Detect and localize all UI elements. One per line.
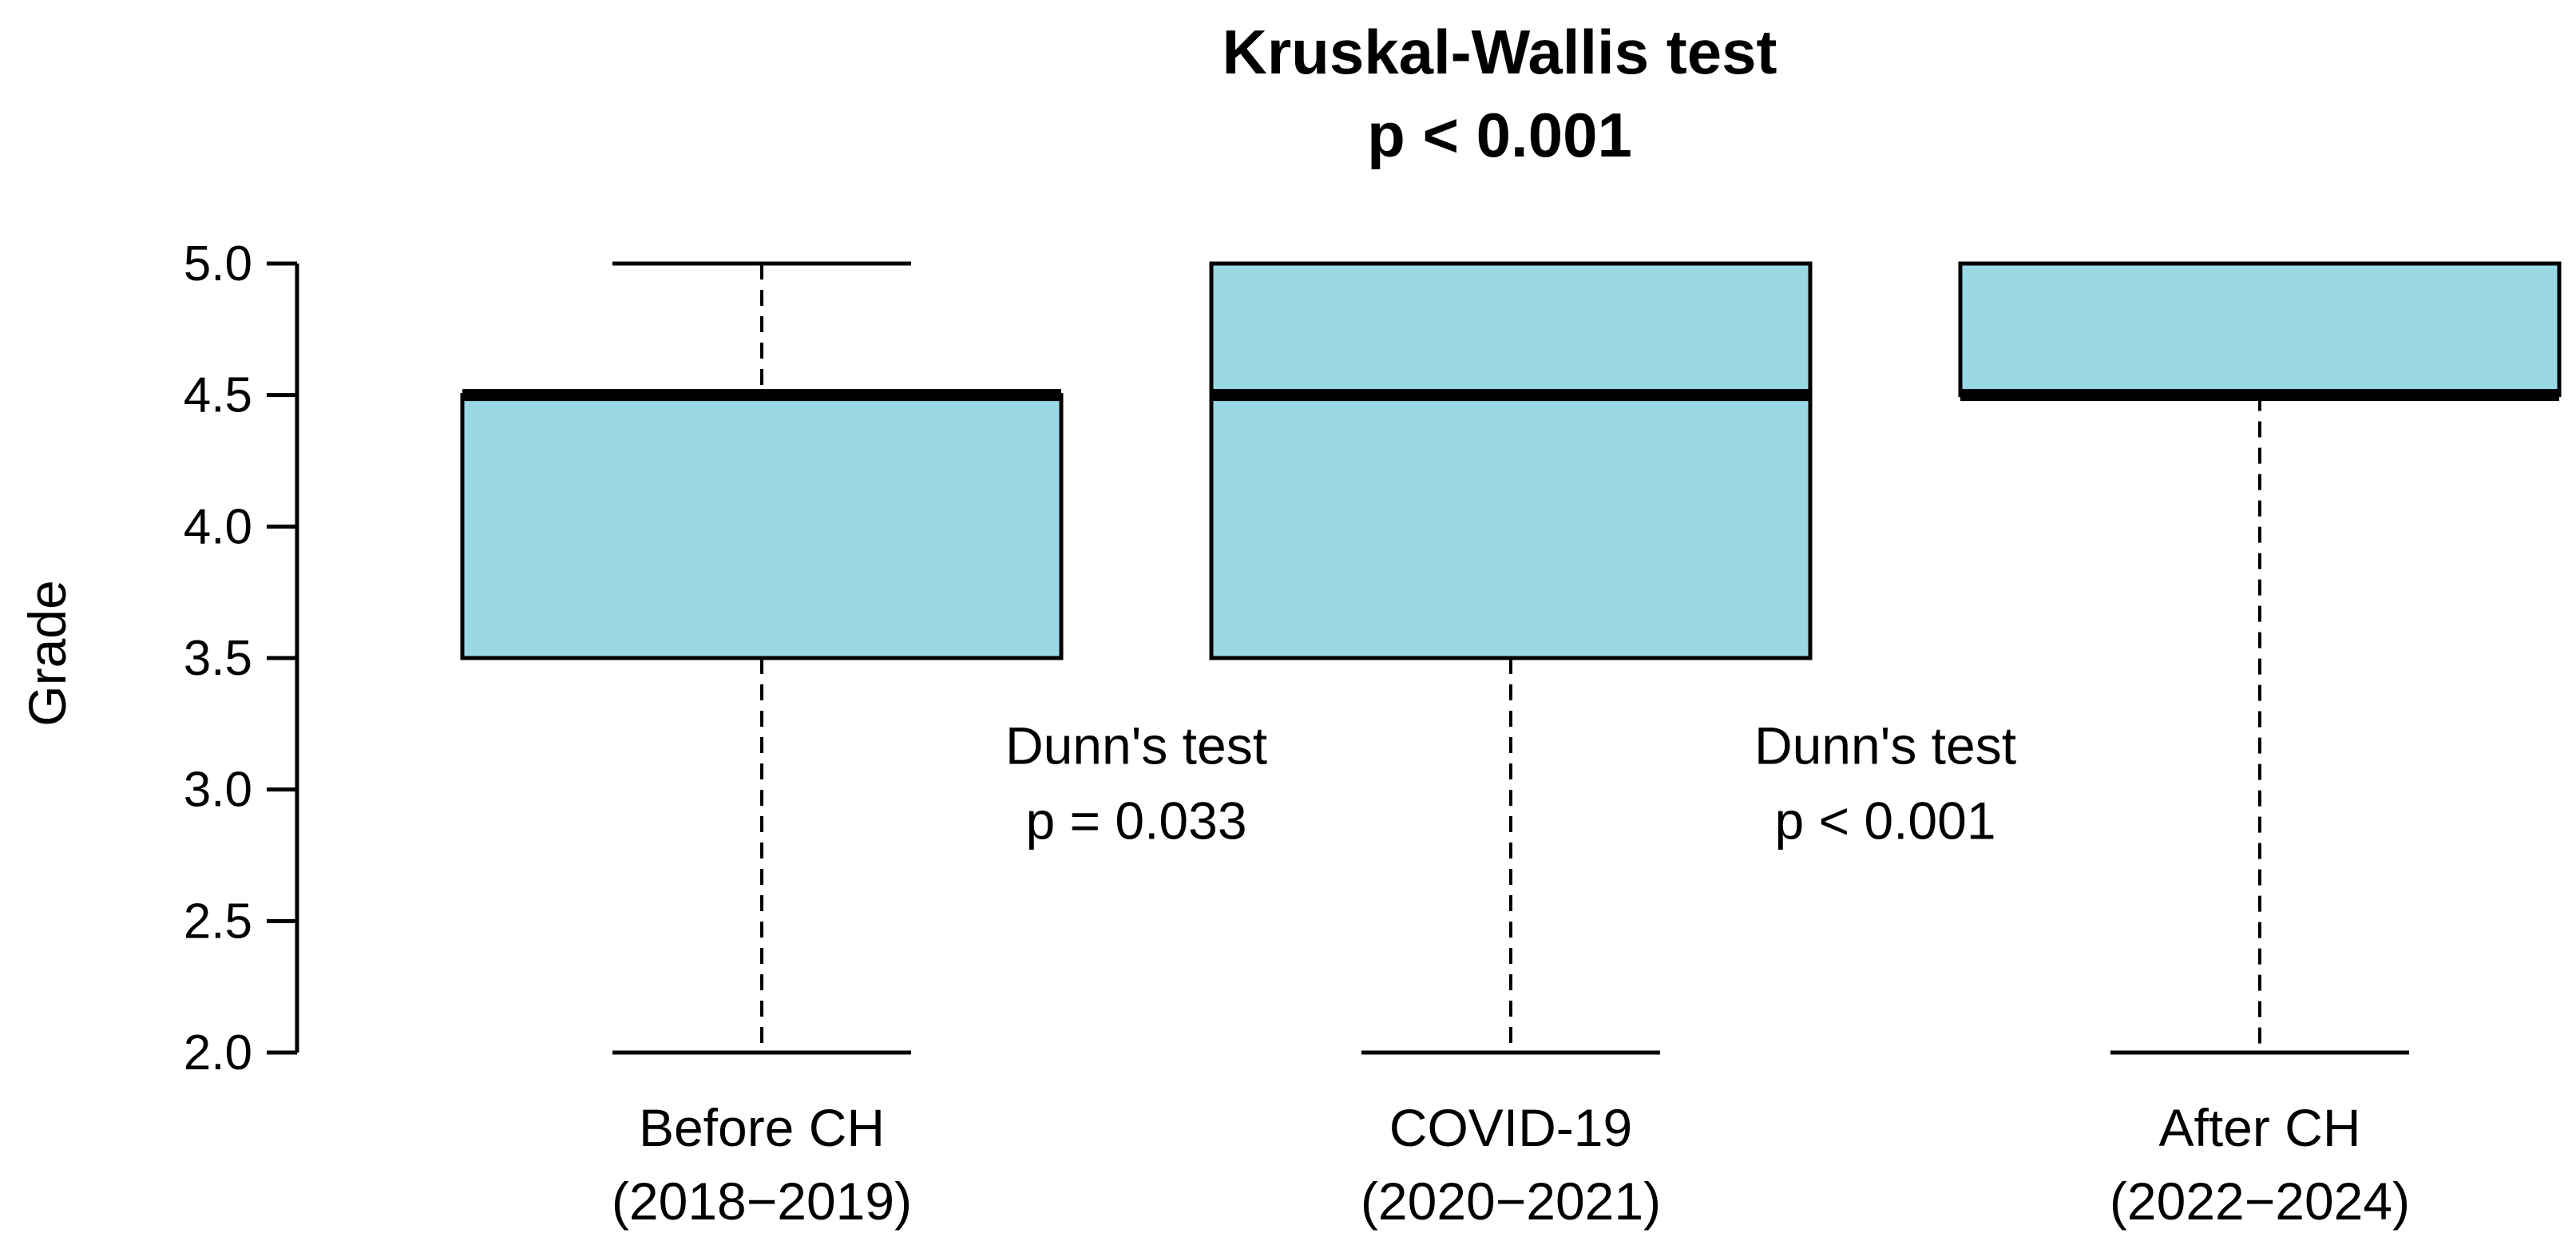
y-tick-label-0: 5.0 [184,236,252,291]
y-tick-label-1: 4.5 [184,368,252,423]
x-category-label-2-0: After CH [2158,1098,2360,1157]
y-tick-label-5: 2.5 [184,894,252,949]
chart-title-line-2: p < 0.001 [1367,100,1632,170]
box-0 [460,393,1064,660]
y-axis-label: Grade [18,580,77,726]
dunn-annotation-1-0: Dunn's test [1754,716,2016,775]
y-tick-label-6: 2.0 [184,1025,252,1080]
x-category-label-0-0: Before CH [639,1098,885,1157]
dunn-annotation-0-0: Dunn's test [1005,716,1267,775]
x-category-label-2-1: (2022−2024) [2110,1172,2410,1231]
chart-title-line-1: Kruskal-Wallis test [1223,17,1777,87]
box-2 [1958,261,2562,398]
plot-area: 5.0 4.5 4.0 3.5 3.0 2.5 2.0 Before CH (2018−2019… [184,236,2562,1231]
y-tick-label-2: 4.0 [184,499,252,554]
y-tick-label-3: 3.5 [184,631,252,686]
dunn-annotation-0-1: p = 0.033 [1025,791,1246,851]
box-1 [1209,261,1813,660]
chart-title: Kruskal-Wallis test p < 0.001 [1223,17,1777,170]
x-category-label-1-1: (2020−2021) [1361,1172,1661,1231]
y-tick-label-4: 3.0 [184,763,252,818]
x-category-label-1-0: COVID-19 [1389,1098,1632,1157]
x-category-label-0-1: (2018−2019) [612,1172,912,1231]
dunn-annotation-1-1: p < 0.001 [1774,791,1995,851]
